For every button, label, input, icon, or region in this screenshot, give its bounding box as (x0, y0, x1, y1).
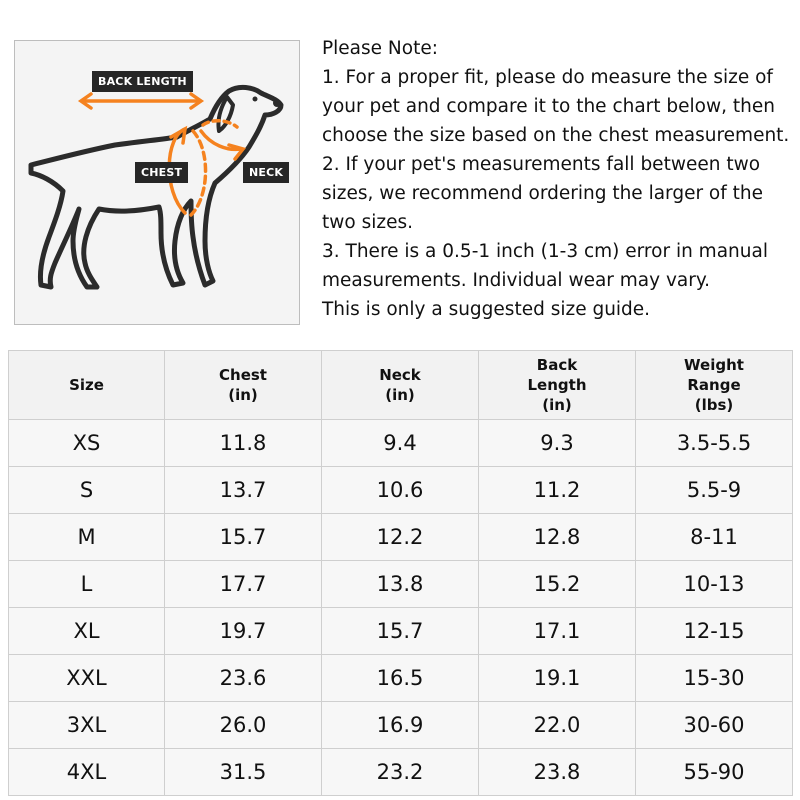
cell-weight-range: 3.5-5.5 (635, 419, 793, 467)
dog-ear (216, 95, 235, 133)
header-chest: Chest (in) (164, 350, 322, 420)
dog-outline-illustration (28, 84, 284, 290)
note-line: 1. For a proper fit, please do measure t… (322, 67, 790, 146)
table-header-row: Size Chest (in) Neck (in) Back Length (i… (8, 350, 793, 420)
cell-neck: 10.6 (321, 466, 479, 514)
back-length-label: BACK LENGTH (92, 71, 193, 92)
chest-label: CHEST (135, 162, 189, 183)
cell-chest: 26.0 (164, 701, 322, 749)
cell-back-length: 11.2 (478, 466, 636, 514)
cell-size: L (8, 560, 165, 608)
table-row: XXL 23.6 16.5 19.1 15-30 (8, 654, 793, 702)
header-neck: Neck (in) (321, 350, 479, 420)
cell-neck: 13.8 (321, 560, 479, 608)
neck-label: NECK (243, 162, 290, 183)
header-text: Neck (379, 366, 421, 384)
table-row: 4XL 31.5 23.2 23.8 55-90 (8, 748, 793, 796)
header-text: Length (527, 376, 587, 394)
table-row: XL 19.7 15.7 17.1 12-15 (8, 607, 793, 655)
cell-back-length: 17.1 (478, 607, 636, 655)
cell-neck: 15.7 (321, 607, 479, 655)
cell-back-length: 15.2 (478, 560, 636, 608)
please-note-section: Please Note: 1. For a proper fit, please… (322, 34, 794, 324)
dog-body-outline (28, 84, 284, 290)
size-chart-table: Size Chest (in) Neck (in) Back Length (i… (8, 350, 793, 796)
cell-size: XXL (8, 654, 165, 702)
cell-chest: 17.7 (164, 560, 322, 608)
cell-chest: 19.7 (164, 607, 322, 655)
cell-neck: 12.2 (321, 513, 479, 561)
header-text: Range (687, 376, 741, 394)
table-row: S 13.7 10.6 11.2 5.5-9 (8, 466, 793, 514)
header-unit: (in) (228, 386, 258, 404)
cell-weight-range: 8-11 (635, 513, 793, 561)
note-heading: Please Note: (322, 38, 438, 59)
cell-weight-range: 12-15 (635, 607, 793, 655)
header-text: Back (536, 356, 578, 374)
header-text: Size (69, 376, 104, 394)
cell-size: S (8, 466, 165, 514)
cell-size: M (8, 513, 165, 561)
cell-weight-range: 30-60 (635, 701, 793, 749)
cell-size: 3XL (8, 701, 165, 749)
cell-chest: 23.6 (164, 654, 322, 702)
neck-measure-loop (199, 119, 247, 161)
cell-weight-range: 5.5-9 (635, 466, 793, 514)
header-text: Weight (684, 356, 744, 374)
cell-chest: 11.8 (164, 419, 322, 467)
cell-neck: 16.9 (321, 701, 479, 749)
cell-back-length: 22.0 (478, 701, 636, 749)
cell-back-length: 19.1 (478, 654, 636, 702)
cell-size: 4XL (8, 748, 165, 796)
cell-neck: 23.2 (321, 748, 479, 796)
cell-neck: 16.5 (321, 654, 479, 702)
header-unit: (lbs) (694, 396, 734, 414)
cell-weight-range: 55-90 (635, 748, 793, 796)
table-row: 3XL 26.0 16.9 22.0 30-60 (8, 701, 793, 749)
note-line: This is only a suggested size guide. (322, 299, 651, 320)
cell-chest: 13.7 (164, 466, 322, 514)
cell-size: XS (8, 419, 165, 467)
table-row: M 15.7 12.2 12.8 8-11 (8, 513, 793, 561)
header-unit: (in) (385, 386, 415, 404)
cell-neck: 9.4 (321, 419, 479, 467)
cell-chest: 31.5 (164, 748, 322, 796)
dog-nose (273, 99, 281, 107)
back-length-arrow (77, 92, 205, 110)
cell-back-length: 23.8 (478, 748, 636, 796)
table-row: L 17.7 13.8 15.2 10-13 (8, 560, 793, 608)
size-rows: XS 11.8 9.4 9.3 3.5-5.5 S 13.7 10.6 11.2 5.5-9 M 15… (8, 419, 793, 796)
header-text: Chest (219, 366, 267, 384)
header-back-length: Back Length (in) (478, 350, 636, 420)
cell-weight-range: 10-13 (635, 560, 793, 608)
note-line: 2. If your pet's measurements fall betwe… (322, 154, 764, 233)
note-line: 3. There is a 0.5-1 inch (1-3 cm) error … (322, 241, 768, 291)
cell-back-length: 12.8 (478, 513, 636, 561)
cell-size: XL (8, 607, 165, 655)
cell-chest: 15.7 (164, 513, 322, 561)
header-unit: (in) (542, 396, 572, 414)
header-weight-range: Weight Range (lbs) (635, 350, 793, 420)
header-size: Size (8, 350, 165, 420)
cell-back-length: 9.3 (478, 419, 636, 467)
dog-measurement-diagram: BACK LENGTH CHEST NECK (14, 40, 300, 325)
dog-eye (252, 96, 258, 102)
cell-weight-range: 15-30 (635, 654, 793, 702)
table-row: XS 11.8 9.4 9.3 3.5-5.5 (8, 419, 793, 467)
